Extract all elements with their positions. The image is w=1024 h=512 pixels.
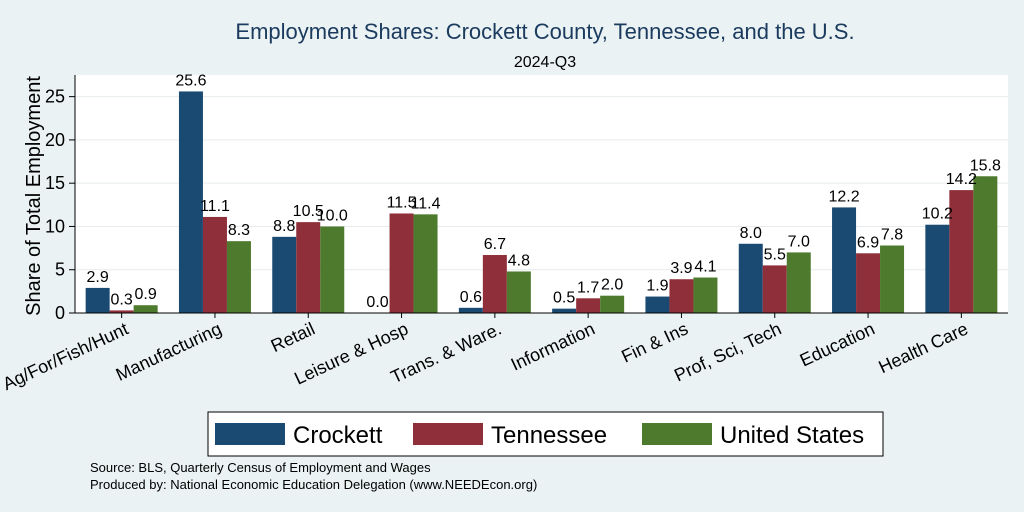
data-label: 0.9 bbox=[135, 286, 157, 303]
y-tick-label: 15 bbox=[45, 173, 65, 193]
data-label: 8.8 bbox=[273, 218, 295, 235]
bar-united-states bbox=[693, 277, 718, 313]
data-label: 7.8 bbox=[881, 226, 903, 243]
bar-crockett bbox=[272, 236, 297, 313]
data-label: 4.1 bbox=[694, 259, 716, 276]
y-axis-label: Share of Total Employment bbox=[23, 76, 45, 316]
chart-title: Employment Shares: Crockett County, Tenn… bbox=[235, 19, 854, 44]
bar-united-states bbox=[786, 252, 811, 313]
y-tick-label: 10 bbox=[45, 216, 65, 236]
source-line-2: Produced by: National Economic Education… bbox=[90, 477, 537, 492]
bar-united-states bbox=[413, 214, 438, 313]
data-label: 2.9 bbox=[87, 269, 109, 286]
bar-tennessee bbox=[109, 310, 134, 313]
data-label: 11.1 bbox=[200, 198, 230, 215]
data-label: 12.2 bbox=[828, 188, 859, 205]
bar-tennessee bbox=[202, 216, 227, 313]
bar-united-states bbox=[226, 241, 251, 313]
bar-crockett bbox=[178, 91, 203, 313]
bar-tennessee bbox=[296, 222, 321, 313]
data-label: 4.8 bbox=[508, 252, 530, 269]
data-label: 11.5 bbox=[387, 194, 417, 211]
legend-swatch bbox=[215, 423, 285, 445]
bar-crockett bbox=[645, 296, 670, 313]
bar-tennessee bbox=[669, 279, 694, 313]
bar-tennessee bbox=[856, 253, 881, 313]
bars bbox=[85, 91, 998, 313]
data-label: 1.7 bbox=[577, 279, 599, 296]
data-label: 2.0 bbox=[601, 277, 623, 294]
data-label: 10.5 bbox=[293, 203, 324, 220]
y-tick-label: 25 bbox=[45, 87, 65, 107]
data-label: 1.9 bbox=[646, 278, 668, 295]
bar-crockett bbox=[458, 307, 483, 313]
data-label: 15.8 bbox=[970, 157, 1001, 174]
y-tick-label: 5 bbox=[55, 260, 65, 280]
data-label: 0.5 bbox=[553, 290, 575, 307]
bar-crockett bbox=[552, 308, 577, 313]
bar-crockett bbox=[738, 243, 763, 313]
data-label: 0.3 bbox=[111, 291, 133, 308]
bar-united-states bbox=[880, 245, 905, 313]
legend-box bbox=[207, 411, 884, 457]
data-labels: 2.90.3 0.9 25.6 11.1 8.3 8.810.510.0 0.0 11.511… bbox=[87, 72, 1001, 311]
bar-united-states bbox=[973, 176, 998, 313]
data-label: 6.7 bbox=[484, 236, 506, 253]
bar-united-states bbox=[133, 305, 158, 313]
data-label: 0.0 bbox=[366, 294, 388, 311]
bar-tennessee bbox=[389, 213, 414, 313]
bar-united-states bbox=[600, 295, 625, 313]
y-tick-label: 0 bbox=[55, 303, 65, 323]
legend-swatch bbox=[413, 423, 483, 445]
data-label: 7.0 bbox=[788, 233, 810, 250]
data-label: 0.6 bbox=[460, 289, 482, 306]
data-label: 3.9 bbox=[670, 260, 692, 277]
bar-tennessee bbox=[949, 190, 974, 313]
y-tick-label: 20 bbox=[45, 130, 65, 150]
legend: Crockett Tennessee United States bbox=[207, 411, 884, 457]
legend-label: Crockett bbox=[293, 422, 383, 449]
data-label: 10.2 bbox=[922, 206, 953, 223]
data-label: 6.9 bbox=[857, 234, 879, 251]
data-label: 5.5 bbox=[764, 246, 786, 263]
bar-tennessee bbox=[576, 298, 601, 313]
bar-crockett bbox=[85, 287, 110, 313]
data-label: 10.0 bbox=[317, 207, 348, 224]
legend-swatch bbox=[642, 423, 712, 445]
data-label: 8.3 bbox=[228, 222, 250, 239]
data-label: 8.0 bbox=[740, 225, 762, 242]
chart-subtitle: 2024-Q3 bbox=[514, 54, 576, 71]
data-label: 14.2 bbox=[946, 171, 977, 188]
data-label: 25.6 bbox=[175, 72, 206, 89]
legend-label: Tennessee bbox=[491, 422, 607, 449]
bar-united-states bbox=[506, 271, 531, 313]
source-line-1: Source: BLS, Quarterly Census of Employm… bbox=[90, 460, 431, 475]
legend-label: United States bbox=[720, 422, 864, 449]
bar-united-states bbox=[320, 226, 345, 313]
bar-tennessee bbox=[762, 265, 787, 313]
bar-crockett bbox=[925, 224, 950, 313]
data-label: 11.4 bbox=[411, 195, 441, 212]
bar-tennessee bbox=[482, 255, 507, 313]
bar-crockett bbox=[832, 207, 857, 313]
